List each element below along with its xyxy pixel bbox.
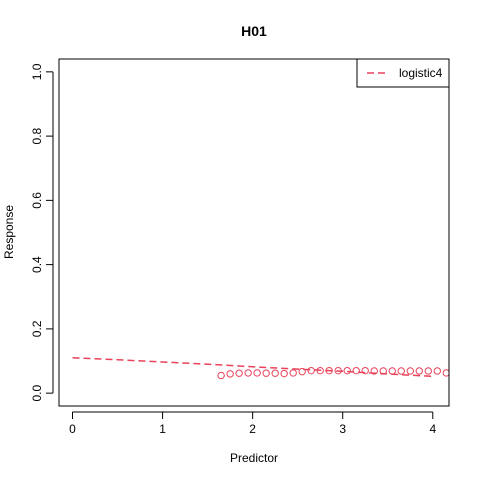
x-tick-label: 3: [339, 422, 346, 436]
data-point: [271, 369, 279, 377]
legend-label: logistic4: [399, 66, 443, 80]
data-point: [244, 369, 252, 377]
data-point: [361, 366, 369, 375]
data-point: [262, 369, 270, 377]
data-point: [442, 369, 449, 377]
data-point: [370, 367, 378, 375]
data-point: [289, 369, 297, 377]
y-tick-label: 0.6: [30, 192, 44, 209]
data-point: [406, 367, 414, 375]
data-point: [433, 367, 441, 375]
data-point: [424, 367, 432, 375]
data-point: [235, 369, 243, 377]
x-tick-label: 2: [249, 422, 256, 436]
x-tick-label: 1: [159, 422, 166, 436]
data-point: [280, 369, 288, 378]
data-point: [217, 371, 225, 380]
y-tick-label: 0.8: [30, 127, 44, 144]
x-axis: 0 1 2 3 4: [69, 411, 436, 436]
chart-title: H01: [241, 23, 267, 39]
x-tick-label: 0: [69, 422, 76, 436]
fit-line-logistic4: [72, 357, 433, 378]
legend: logistic4: [356, 58, 450, 88]
data-point: [298, 367, 306, 376]
y-axis-title: Response: [2, 205, 16, 259]
data-point: [397, 367, 405, 375]
y-tick-label: 0.2: [30, 320, 44, 337]
y-tick-label: 1.0: [30, 63, 44, 80]
x-axis-title: Predictor: [230, 451, 278, 465]
plot-frame: [58, 58, 450, 407]
data-point: [226, 370, 234, 378]
y-axis: 0.0 0.2 0.4 0.6 0.8 1.0: [30, 63, 54, 401]
y-tick-label: 0.0: [30, 384, 44, 401]
data-point: [415, 367, 423, 375]
data-point: [253, 369, 261, 377]
x-tick-label: 4: [429, 422, 436, 436]
data-point: [352, 366, 360, 375]
data-point: [343, 366, 351, 375]
plot-area: [72, 357, 449, 380]
y-tick-label: 0.4: [30, 256, 44, 273]
